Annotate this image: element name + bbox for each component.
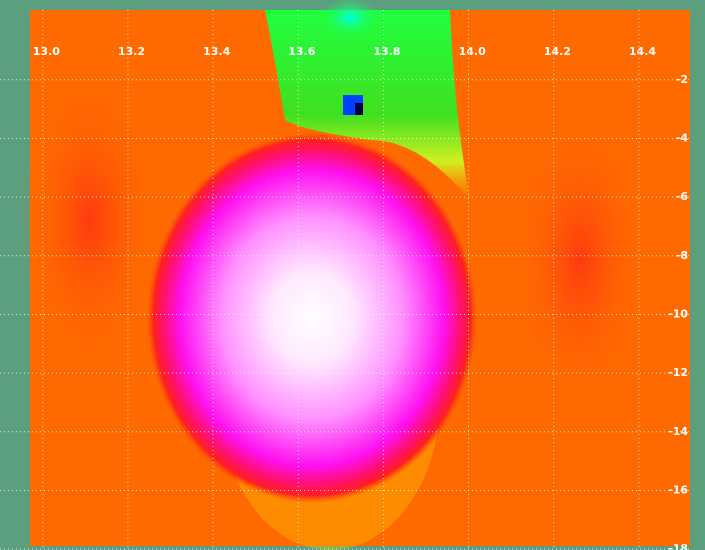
y-tick-label: -12	[668, 366, 688, 379]
y-tick-label: -2	[676, 73, 688, 86]
y-tick-label: -4	[676, 131, 689, 144]
y-tick-label: -16	[668, 483, 688, 496]
y-tick-label: -18	[668, 542, 688, 550]
y-tick-label: -14	[668, 425, 688, 438]
y-tick-label: -6	[676, 190, 689, 203]
x-tick-label: 14.2	[544, 45, 571, 58]
x-tick-label: 13.2	[118, 45, 145, 58]
x-tick-label: 14.4	[629, 45, 656, 58]
heatmap-field	[20, 0, 690, 550]
y-tick-label: -8	[676, 249, 688, 262]
y-tick-label: -10	[668, 307, 688, 320]
x-tick-label: 13.4	[203, 45, 230, 58]
x-tick-label: 14.0	[459, 45, 486, 58]
x-tick-label: 13.0	[33, 45, 60, 58]
x-tick-label: 13.6	[288, 45, 315, 58]
x-tick-label: 13.8	[373, 45, 400, 58]
